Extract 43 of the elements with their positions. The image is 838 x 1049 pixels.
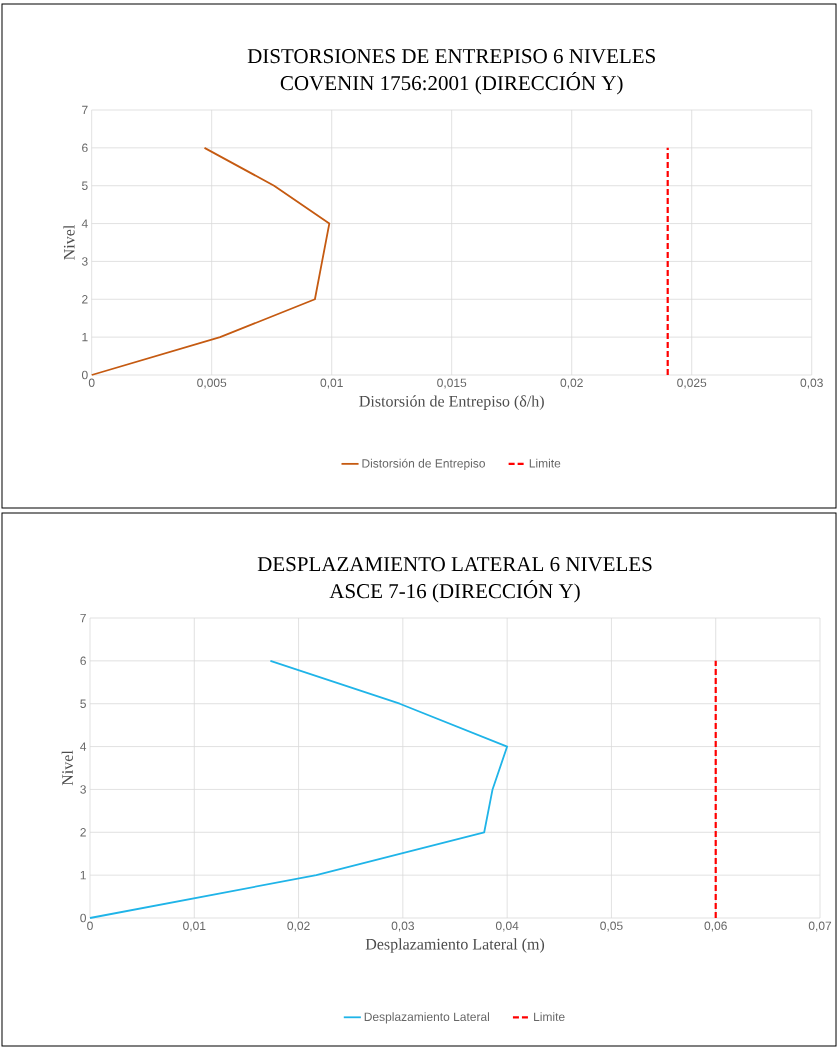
y-tick-label: 5 [81,181,88,190]
y-tick-label: 6 [82,143,88,153]
x-tick-label: 0,02 [560,378,583,389]
x-tick-label: 0,015 [437,378,467,389]
y-tick-label: 0 [80,913,86,923]
y-tick-label: 1 [80,871,86,880]
y-tick-label: 3 [81,257,88,266]
x-tick-label: 0,02 [287,921,310,932]
y-tick-label: 4 [81,219,88,228]
x-axis-title: Desplazamiento Lateral (m) [365,938,545,953]
x-tick-label: 0,025 [677,378,707,389]
legend-label: Desplazamiento Lateral [364,1012,489,1024]
y-axis-title: Nivel [61,750,73,786]
line-series [90,146,331,376]
chart-title: DESPLAZAMIENTO LATERAL 6 NIVELES [257,557,652,572]
y-tick-label: 2 [80,828,86,837]
chart-subtitle: COVENIN 1756:2001 (DIRECCIÓN Y) [280,71,623,95]
x-axis-title: Distorsión de Entrepiso (δ/h) [359,395,544,410]
x-tick-label: 0,005 [197,378,227,389]
y-tick-label: 7 [80,613,86,623]
x-tick-label: 0,03 [800,378,823,389]
x-tick-label: 0,01 [320,378,343,389]
x-tick-label: 0,07 [808,921,832,932]
x-tick-label: 0,04 [495,921,519,932]
y-tick-label: 3 [80,785,86,794]
legend-label: Limite [534,1012,565,1021]
line-series [89,659,509,919]
y-tick-label: 7 [82,105,88,115]
y-tick-label: 6 [80,656,86,666]
x-tick-label: 0,05 [600,921,623,932]
y-tick-label: 2 [82,295,88,304]
chart-title: DISTORSIONES DE ENTREPISO 6 NIVELES [247,49,655,64]
x-tick-label: 0,03 [391,921,415,932]
legend-label: Limite [529,458,561,468]
y-tick-label: 4 [80,742,87,751]
legend-label: Distorsión de Entrepiso [362,458,485,471]
x-tick-label: 0,01 [183,921,206,932]
y-tick-label: 1 [82,333,88,342]
chart-subtitle: ASCE 7-16 (DIRECCIÓN Y) [329,579,580,603]
x-tick-label: 0,06 [704,921,727,932]
y-tick-label: 5 [80,699,86,708]
y-tick-label: 0 [81,370,88,380]
y-axis-title: Nivel [63,225,75,260]
